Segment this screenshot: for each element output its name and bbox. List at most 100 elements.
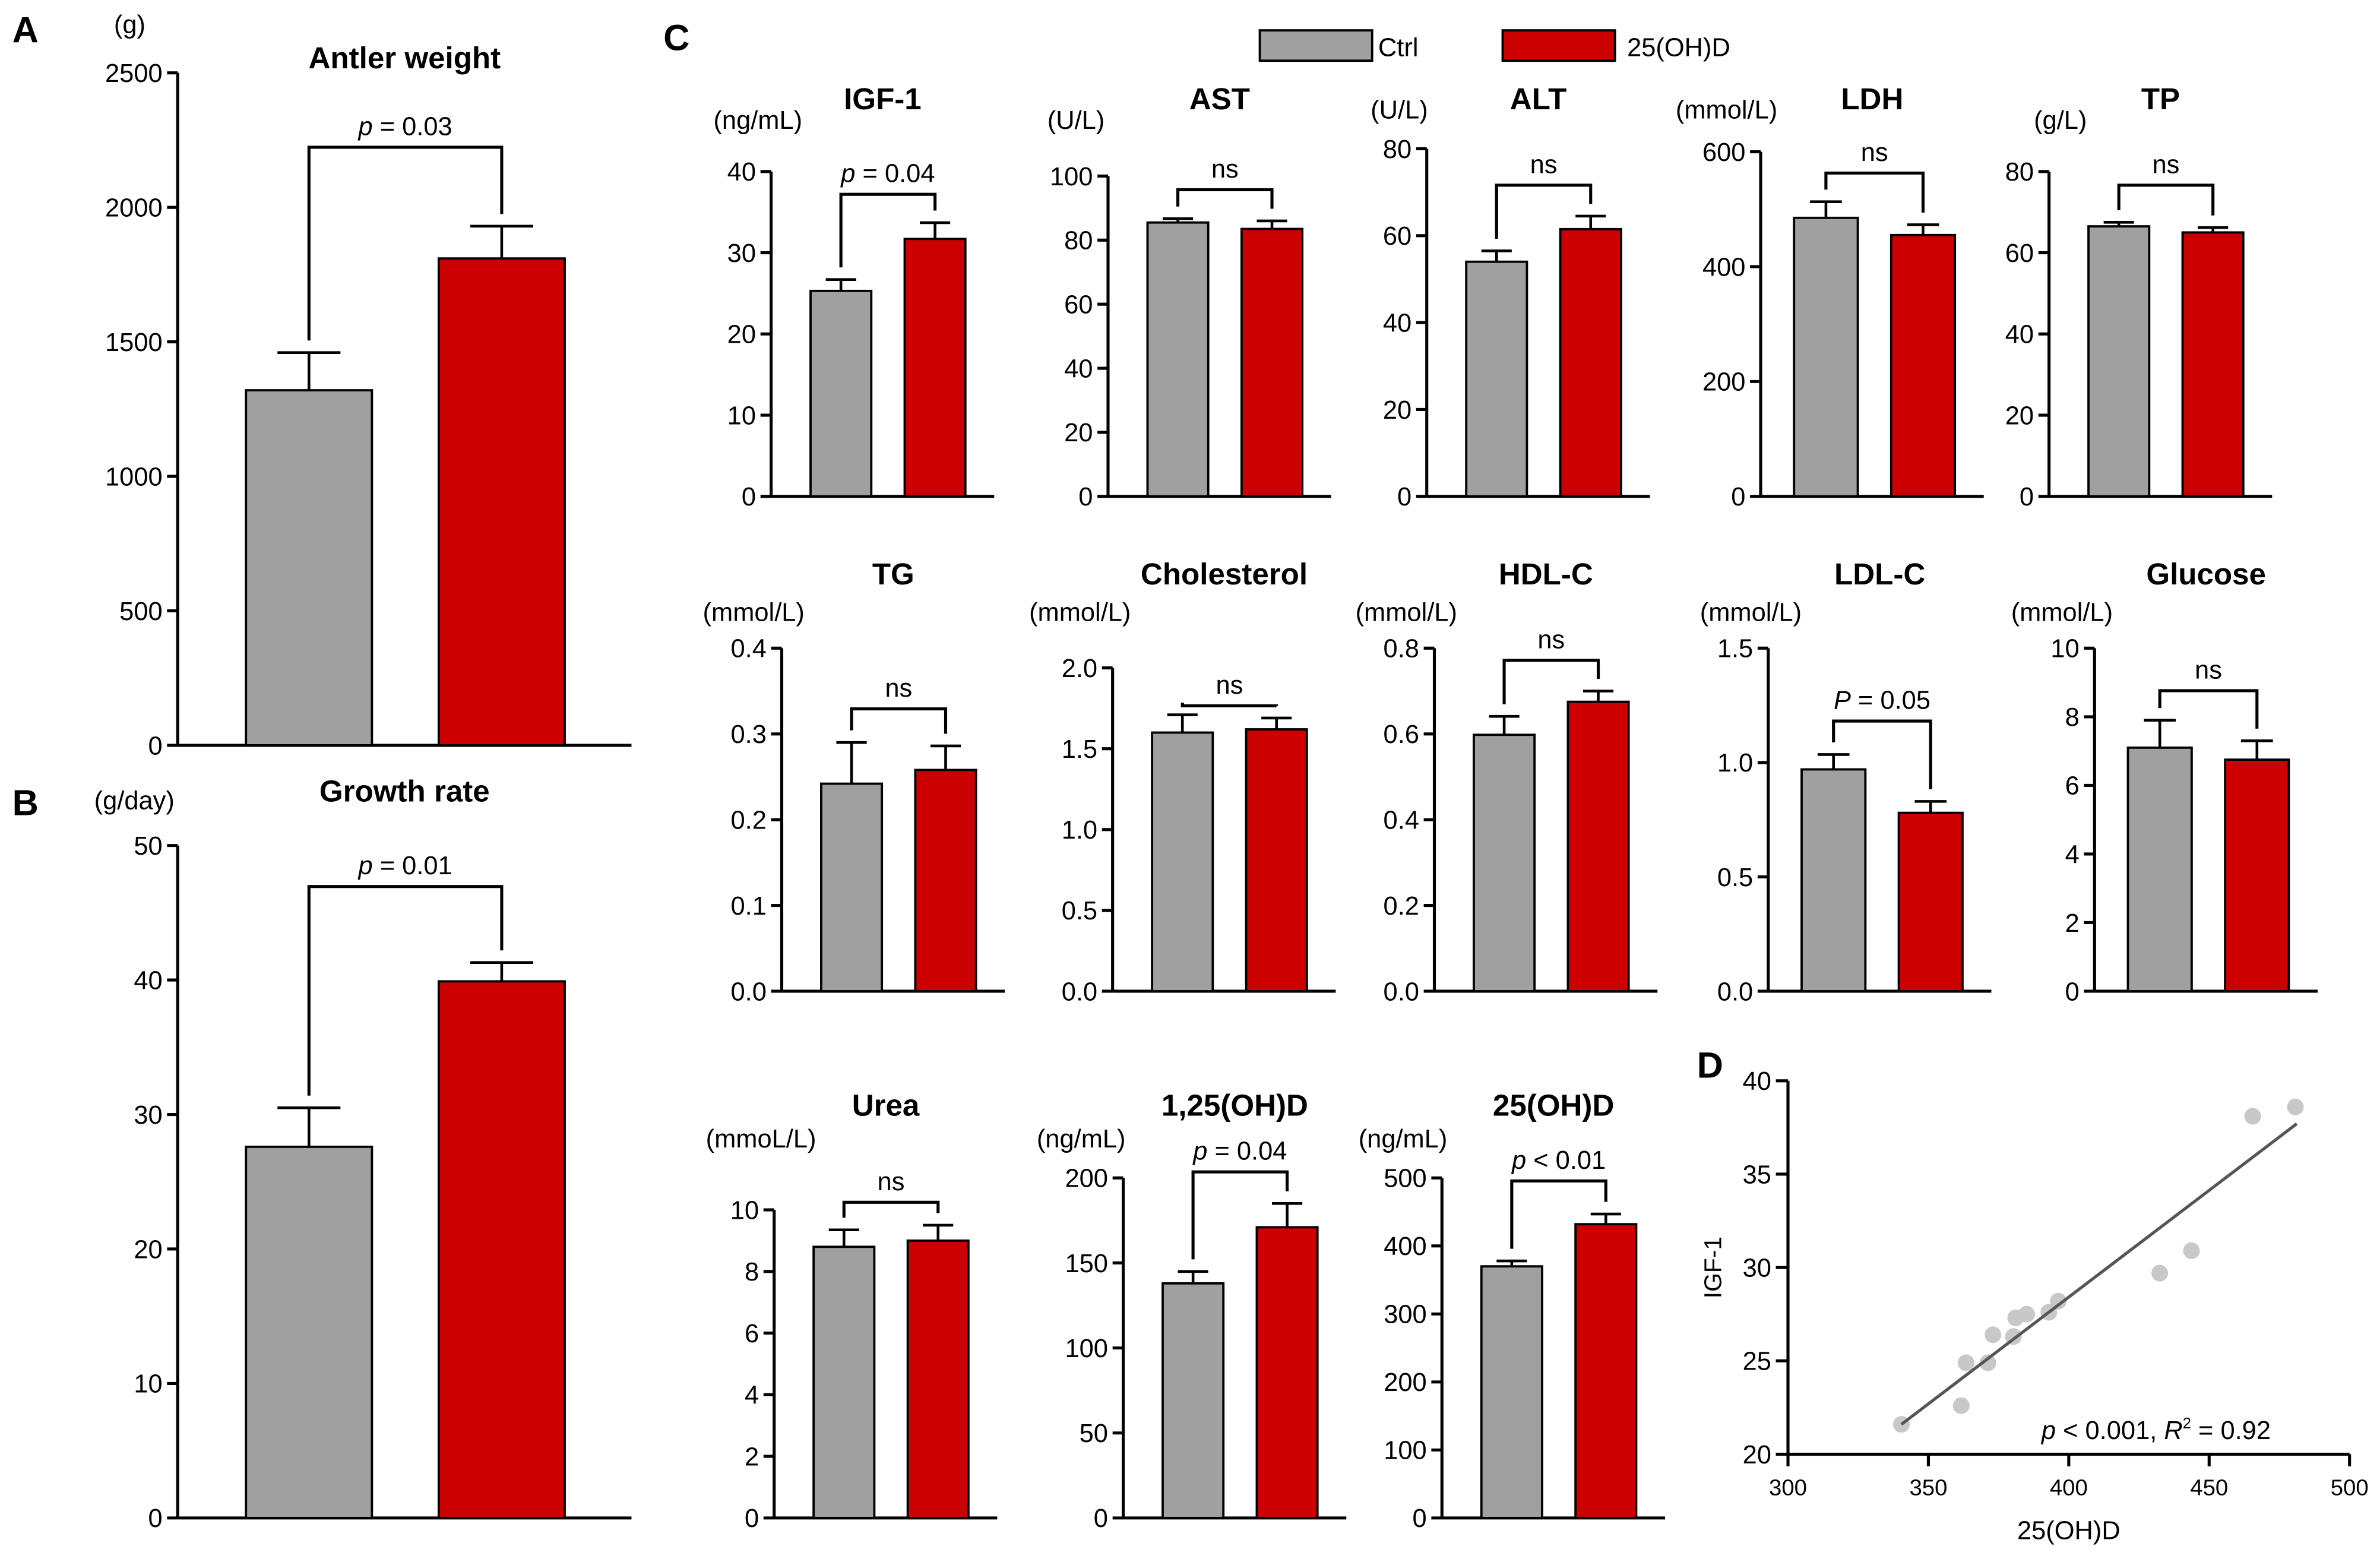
y-tick-label: 1.0 bbox=[1062, 816, 1097, 845]
sig-value: = 0.04 bbox=[1207, 1137, 1287, 1166]
y-tick-label: 400 bbox=[1384, 1232, 1426, 1261]
bar-treat bbox=[2181, 231, 2245, 498]
sig-value: ns bbox=[1216, 671, 1243, 700]
legend-label-ctrl: Ctrl bbox=[1378, 34, 1419, 62]
y-unit-label: (U/L) bbox=[1371, 96, 1428, 124]
y-tick-label: 2.0 bbox=[1062, 654, 1097, 683]
significance-label: ns bbox=[1216, 671, 1243, 700]
significance-label: p = 0.01 bbox=[357, 852, 452, 880]
legend-label-treat: 25(OH)D bbox=[1627, 34, 1730, 62]
y-tick-label: 2 bbox=[2065, 909, 2080, 938]
bar-ctrl bbox=[812, 1245, 876, 1519]
y-tick-label: 6 bbox=[2065, 772, 2080, 801]
significance-bracket bbox=[1832, 719, 1932, 789]
y-tick-label: 25 bbox=[1743, 1348, 1771, 1376]
y-unit-label: (mmoL/L) bbox=[706, 1125, 816, 1153]
bar-panel-chol: 0.0 0.5 1.0 1.5 2.0 Cholesterol (mmol/L) ns bbox=[1029, 557, 1336, 1006]
y-tick-label: 1000 bbox=[105, 463, 163, 491]
legend: Ctrl 25(OH)D bbox=[1258, 29, 1730, 62]
bar-panel-urea: 0 2 4 6 8 10 Urea (mmoL/L) ns bbox=[706, 1089, 998, 1533]
scatter-point bbox=[2050, 1292, 2067, 1310]
annotation-part: = 0.92 bbox=[2191, 1416, 2271, 1445]
y-tick-label: 60 bbox=[1064, 291, 1093, 320]
panel-title: 1,25(OH)D bbox=[1161, 1089, 1308, 1123]
bar-panel-igf1: 0 10 20 30 40 IGF-1 (ng/mL) p = 0.04 bbox=[713, 82, 995, 511]
bar-panel-tp: 0 20 40 60 80 TP (g/L) ns bbox=[2005, 82, 2273, 511]
panel-title: HDL-C bbox=[1499, 557, 1593, 591]
y-tick-label: 0 bbox=[1094, 1504, 1108, 1533]
y-tick-label: 8 bbox=[2065, 703, 2080, 732]
significance-bracket bbox=[839, 192, 937, 268]
y-tick-label: 60 bbox=[2005, 239, 2034, 268]
panel-title: LDH bbox=[1841, 82, 1903, 116]
panel-title: IGF-1 bbox=[844, 82, 922, 116]
significance-label: p < 0.01 bbox=[1511, 1146, 1606, 1175]
bar-ctrl bbox=[245, 1145, 374, 1519]
significance-bracket bbox=[1495, 184, 1593, 239]
bar-panel-d25: 0 100 200 300 400 500 25(OH)D (ng/mL) p < 0.01 bbox=[1359, 1089, 1665, 1533]
y-tick-label: 0.3 bbox=[731, 720, 767, 749]
y-tick-label: 0 bbox=[148, 1504, 162, 1533]
y-tick-label: 8 bbox=[745, 1258, 759, 1286]
y-unit-label: (mmol/L) bbox=[1700, 598, 1802, 627]
panel-title: AST bbox=[1189, 82, 1250, 116]
y-tick-label: 0.0 bbox=[1384, 978, 1419, 1006]
sig-italic: p bbox=[840, 160, 855, 188]
bar-treat bbox=[437, 257, 566, 747]
bar-treat bbox=[437, 980, 566, 1519]
y-tick-label: 1.0 bbox=[1717, 749, 1753, 777]
annotation-part: p bbox=[2040, 1416, 2056, 1445]
y-tick-label: 20 bbox=[1743, 1441, 1771, 1469]
y-tick-label: 150 bbox=[1065, 1250, 1107, 1278]
y-tick-label: 20 bbox=[134, 1235, 162, 1264]
sig-value: = 0.03 bbox=[373, 112, 452, 141]
y-tick-label: 10 bbox=[134, 1370, 162, 1399]
bar-ctrl bbox=[2087, 225, 2151, 498]
y-tick-label: 0.6 bbox=[1384, 720, 1419, 749]
bar-ctrl bbox=[1151, 731, 1214, 992]
sig-value: ns bbox=[2195, 656, 2222, 684]
y-tick-label: 0.0 bbox=[731, 978, 767, 1006]
significance-bracket bbox=[2117, 184, 2215, 216]
y-unit-label: (mmol/L) bbox=[703, 598, 805, 627]
significance-bracket bbox=[1502, 659, 1600, 704]
y-tick-label: 30 bbox=[134, 1101, 162, 1130]
y-unit-label: (mmol/L) bbox=[1676, 96, 1777, 124]
scatter-point bbox=[2151, 1264, 2169, 1282]
bar-panel-ast: 0 20 40 60 80 100 AST (U/L) ns bbox=[1047, 82, 1331, 511]
significance-bracket bbox=[1176, 188, 1274, 209]
scatter-point bbox=[1957, 1354, 1974, 1371]
y-unit-label: (g/L) bbox=[2034, 106, 2087, 135]
y-unit-label: (U/L) bbox=[1047, 106, 1105, 135]
sig-value: ns bbox=[2152, 150, 2179, 179]
y-tick-label: 0 bbox=[1078, 483, 1093, 511]
y-tick-label: 0 bbox=[2065, 978, 2080, 1006]
y-tick-label: 2500 bbox=[105, 59, 163, 88]
y-tick-label: 300 bbox=[1384, 1301, 1426, 1329]
significance-label: ns bbox=[2152, 150, 2179, 179]
scatter-point bbox=[2018, 1305, 2035, 1323]
regression-annotation: p < 0.001, R2 = 0.92 bbox=[2040, 1415, 2271, 1445]
legend-swatch-treat bbox=[1501, 29, 1616, 62]
y-tick-label: 35 bbox=[1743, 1161, 1771, 1189]
y-tick-label: 2000 bbox=[105, 194, 163, 222]
y-tick-label: 0.0 bbox=[1062, 978, 1097, 1006]
annotation-part: 2 bbox=[2183, 1415, 2191, 1432]
significance-bracket bbox=[1191, 1170, 1289, 1260]
y-tick-label: 200 bbox=[1384, 1368, 1426, 1397]
bar-ctrl bbox=[1793, 216, 1859, 498]
annotation-part: < 0.001, bbox=[2056, 1416, 2164, 1445]
sig-value: ns bbox=[1537, 625, 1565, 654]
y-unit-label: (mmol/L) bbox=[2011, 598, 2113, 627]
x-tick-label: 350 bbox=[1909, 1475, 1947, 1501]
y-tick-label: 80 bbox=[1383, 135, 1411, 164]
panel-title: Glucose bbox=[2146, 557, 2266, 591]
bar-panel-ldh: 0 200 400 600 LDH (mmol/L) ns bbox=[1676, 82, 1984, 511]
sig-italic: P bbox=[1834, 687, 1851, 715]
y-tick-label: 0 bbox=[1731, 483, 1745, 511]
x-tick-label: 400 bbox=[2050, 1475, 2088, 1501]
y-tick-label: 0.2 bbox=[1384, 892, 1419, 921]
y-tick-label: 0 bbox=[1397, 483, 1411, 511]
bar-panel-tg: 0.0 0.1 0.2 0.3 0.4 TG (mmol/L) ns bbox=[703, 557, 1005, 1006]
